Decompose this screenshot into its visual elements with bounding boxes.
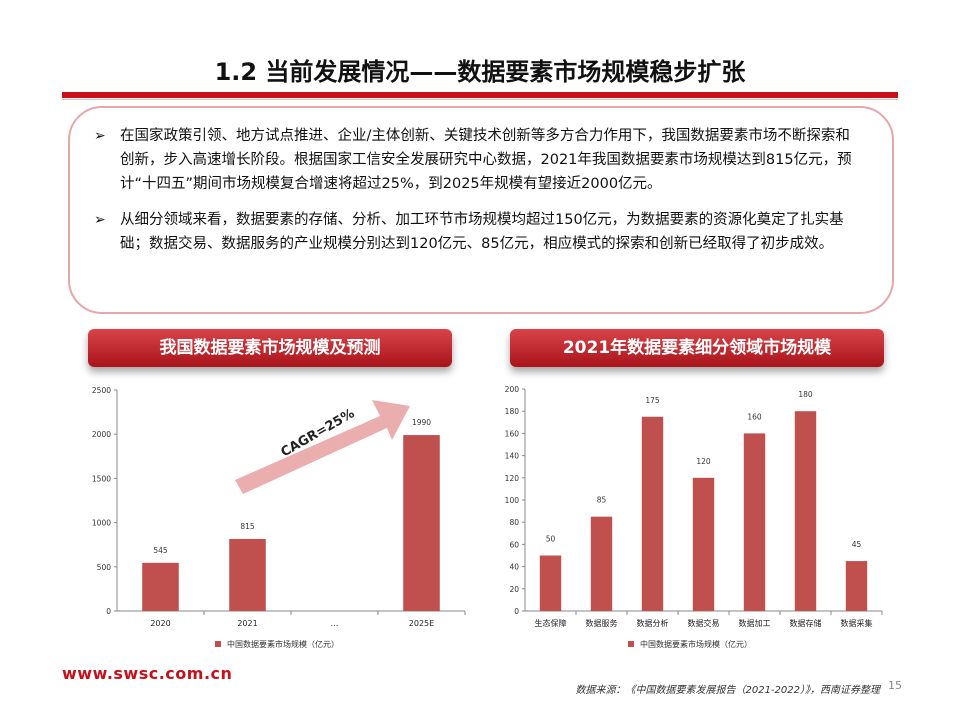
y-tick-label: 2000 — [92, 430, 111, 439]
x-tick-label: 数据交易 — [688, 618, 720, 628]
data-label: 1990 — [412, 418, 431, 427]
cagr-arrow-shape — [235, 400, 410, 494]
x-tick-label: 数据服务 — [586, 618, 618, 628]
page-number: 15 — [888, 679, 902, 692]
data-label: 50 — [546, 535, 556, 544]
chart2-title: 2021年数据要素细分领域市场规模 — [562, 338, 832, 358]
bullet-text: 从细分领域来看，数据要素的存储、分析、加工环节市场规模均超过150亿元，为数据要… — [120, 212, 844, 252]
market-size-bar-chart: 0 500 1000 1500 2000 2500 2020 545 2021 815 … 2025E… — [92, 386, 466, 649]
title-underline-thin — [62, 99, 898, 100]
legend-label: 中国数据要素市场规模（亿元） — [640, 639, 752, 649]
chart1-title: 我国数据要素市场规模及预测 — [159, 338, 381, 358]
bullet-item: ➢ 在国家政策引领、地方试点推进、企业/主体创新、关键技术创新等多方合力作用下，… — [94, 124, 862, 196]
x-tick-label: 2025E — [409, 619, 434, 628]
y-tick-label: 1000 — [92, 519, 111, 528]
chart1-title-banner: 我国数据要素市场规模及预测 — [88, 329, 452, 367]
title-underline — [62, 92, 898, 98]
bullet-item: ➢ 从细分领域来看，数据要素的存储、分析、加工环节市场规模均超过150亿元，为数… — [94, 208, 862, 256]
chart2-title-banner: 2021年数据要素细分领域市场规模 — [510, 329, 884, 367]
bar — [229, 538, 266, 611]
y-tick-label: 2500 — [92, 386, 111, 395]
x-tick-label: 2021 — [237, 619, 257, 628]
data-label: 120 — [696, 457, 711, 466]
x-tick-label: 数据存储 — [790, 618, 822, 628]
data-label: 180 — [798, 390, 813, 399]
data-label: 160 — [747, 412, 762, 421]
segment-market-bar-chart: 0 20 40 60 80 100 120 140 160 180 200 生态保障 50 数据服务 85 数… — [505, 385, 883, 649]
y-tick-label: 20 — [509, 585, 519, 594]
data-label: 815 — [240, 522, 255, 531]
bar — [692, 477, 715, 611]
y-tick-label: 100 — [505, 496, 520, 505]
y-tick-label: 160 — [505, 429, 520, 438]
legend-swatch — [628, 641, 634, 647]
y-tick-label: 40 — [509, 563, 519, 572]
footer-url[interactable]: www.swsc.com.cn — [62, 664, 233, 683]
cagr-arrow: CAGR=25% — [235, 400, 410, 494]
summary-textbox: ➢ 在国家政策引领、地方试点推进、企业/主体创新、关键技术创新等多方合力作用下，… — [68, 106, 894, 314]
bar — [794, 411, 817, 611]
data-label: 85 — [597, 496, 607, 505]
y-tick-label: 120 — [505, 474, 520, 483]
legend-label: 中国数据要素市场规模（亿元） — [227, 639, 339, 649]
data-label: 175 — [645, 396, 660, 405]
y-tick-label: 0 — [514, 607, 519, 616]
y-tick-label: 60 — [509, 540, 519, 549]
bar — [743, 433, 766, 611]
data-label: 545 — [153, 546, 168, 555]
bar — [403, 435, 440, 611]
y-tick-label: 500 — [97, 563, 112, 572]
y-tick-label: 1500 — [92, 474, 111, 483]
footer-source: 数据来源：《中国数据要素发展报告（2021-2022）》，西南证券整理 — [575, 685, 880, 696]
bar — [641, 416, 664, 611]
y-tick-label: 80 — [509, 518, 519, 527]
bullet-arrow-icon: ➢ — [94, 212, 106, 228]
bullet-arrow-icon: ➢ — [94, 128, 106, 144]
x-tick-label: … — [331, 619, 339, 628]
data-label: 45 — [852, 540, 862, 549]
bar — [845, 561, 868, 611]
y-tick-label: 180 — [505, 407, 520, 416]
bullet-text: 在国家政策引领、地方试点推进、企业/主体创新、关键技术创新等多方合力作用下，我国… — [120, 128, 852, 192]
legend-swatch — [215, 641, 221, 647]
y-tick-label: 200 — [505, 385, 520, 394]
y-tick-label: 140 — [505, 452, 520, 461]
bar — [142, 562, 179, 611]
bar — [539, 555, 562, 611]
y-tick-label: 0 — [106, 607, 111, 616]
bar — [590, 516, 613, 611]
x-tick-label: 数据采集 — [841, 618, 873, 628]
x-tick-label: 2020 — [150, 619, 170, 628]
x-tick-label: 数据分析 — [637, 618, 669, 628]
x-tick-label: 生态保障 — [535, 618, 567, 628]
slide-title: 1.2 当前发展情况——数据要素市场规模稳步扩张 — [214, 58, 746, 86]
x-tick-label: 数据加工 — [739, 618, 771, 628]
